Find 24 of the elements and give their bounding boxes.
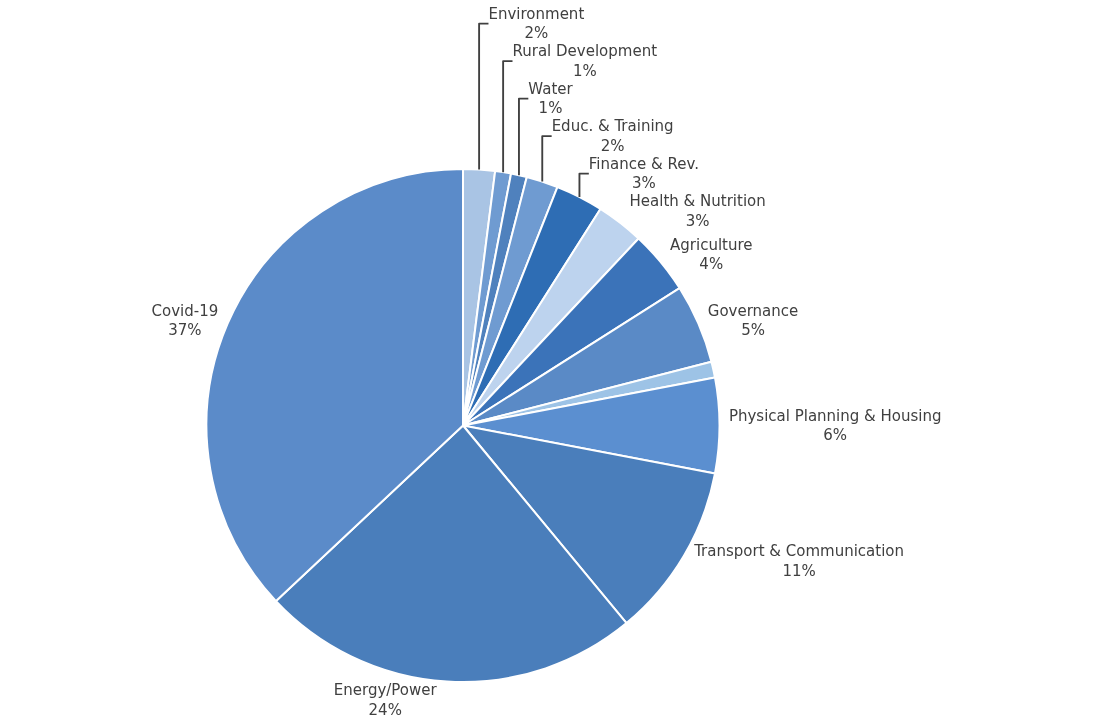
slice-label: Physical Planning & Housing xyxy=(728,406,942,425)
data-label: 2% xyxy=(600,136,625,155)
slice-label: Rural Development xyxy=(512,42,658,61)
data-label: 1% xyxy=(538,99,563,118)
data-label: 2% xyxy=(524,24,549,43)
slice-label: Transport & Communication xyxy=(693,542,905,561)
slice-label: Educ. & Training xyxy=(551,117,674,136)
data-label: 24% xyxy=(368,700,402,719)
slice-label: Finance & Rev. xyxy=(588,154,699,173)
data-label: 11% xyxy=(782,561,816,580)
data-label: 6% xyxy=(823,426,848,445)
slice-label: Governance xyxy=(707,301,799,320)
data-label: 37% xyxy=(168,321,202,340)
slice-label: Water xyxy=(528,79,574,98)
data-label: 4% xyxy=(699,255,724,274)
slice-label: Health & Nutrition xyxy=(629,192,766,211)
data-label: 5% xyxy=(741,321,765,340)
slice-label: Covid-19 xyxy=(151,301,219,320)
slice-label: Energy/Power xyxy=(333,681,438,700)
slice-label: Agriculture xyxy=(670,235,753,254)
data-label: 1% xyxy=(572,61,597,80)
slice-label: Environment xyxy=(488,4,585,23)
data-label: 3% xyxy=(685,211,710,230)
data-label: 3% xyxy=(631,174,656,193)
